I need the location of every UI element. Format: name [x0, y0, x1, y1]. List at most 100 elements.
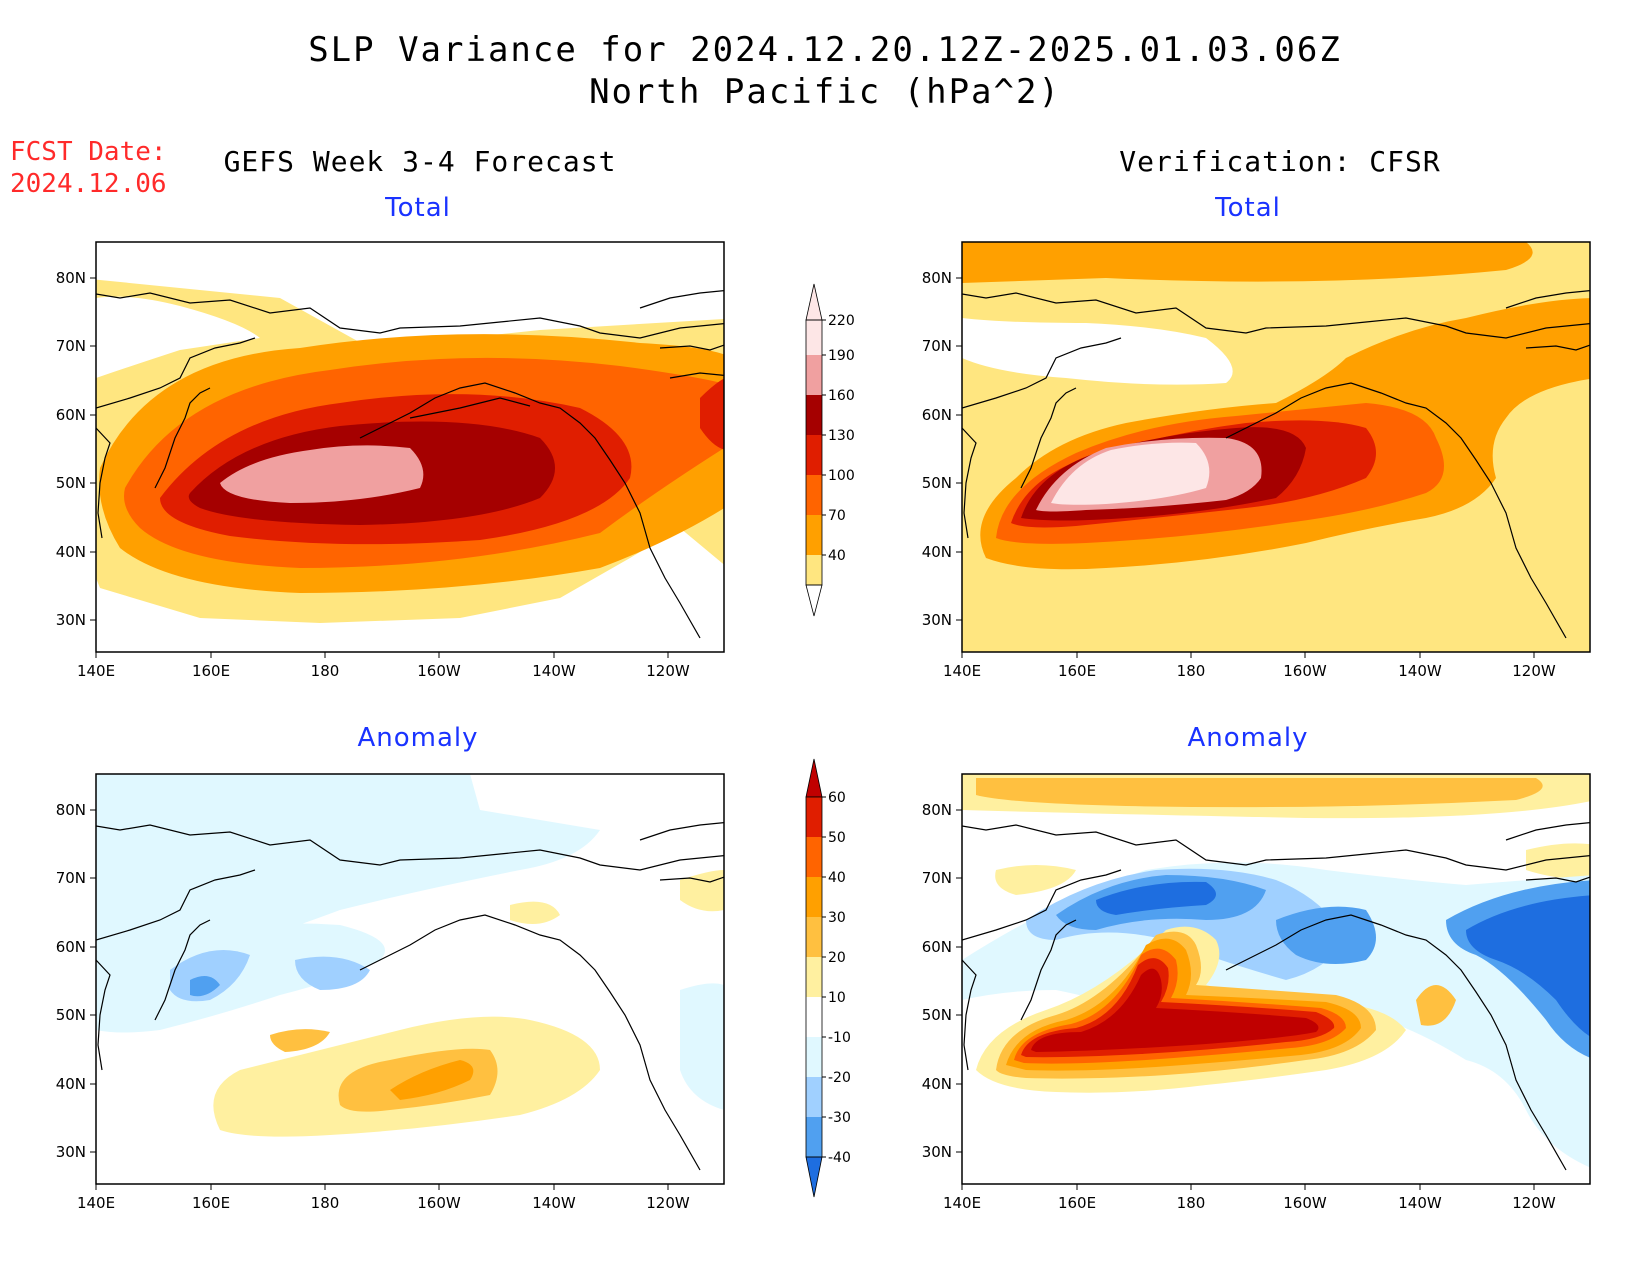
- lat-tick: 50N: [922, 474, 962, 492]
- svg-text:160W: 160W: [1283, 1194, 1327, 1212]
- svg-text:-30: -30: [828, 1110, 851, 1126]
- contour-neg10-north: [96, 774, 600, 970]
- svg-text:160E: 160E: [1058, 1194, 1096, 1212]
- contour-neg30: [190, 976, 220, 997]
- colorbar-tick: 50: [822, 830, 846, 846]
- lon-tick: 160E: [192, 1184, 230, 1212]
- svg-text:140W: 140W: [1398, 662, 1442, 680]
- svg-text:40N: 40N: [922, 543, 952, 561]
- main-title: SLP Variance for 2024.12.20.12Z-2025.01.…: [308, 30, 1342, 70]
- lat-axis: 80N 70N 60N 50N 40N 30N: [56, 801, 96, 1161]
- contour-130-east: [700, 378, 724, 450]
- white-area: [962, 318, 1233, 385]
- colorbar-bin: [806, 917, 822, 957]
- colorbar-bin: [806, 837, 822, 877]
- svg-text:70: 70: [828, 508, 846, 524]
- lat-tick: 40N: [56, 1075, 96, 1093]
- colorbar-bin: [806, 395, 822, 435]
- forecast-date-label: FCST Date:: [10, 137, 167, 167]
- contour-70-north: [962, 242, 1533, 283]
- svg-text:-40: -40: [828, 1150, 851, 1166]
- svg-text:50N: 50N: [922, 474, 952, 492]
- lat-tick: 60N: [56, 406, 96, 424]
- svg-text:220: 220: [828, 313, 855, 329]
- svg-text:180: 180: [1177, 662, 1206, 680]
- colorbar-bin: [806, 515, 822, 555]
- colorbar-tick: 100: [822, 468, 855, 484]
- lon-tick: 140W: [532, 1184, 576, 1212]
- lon-axis: 140E 160E 180 160W 140W 120W: [943, 1184, 1556, 1212]
- lon-tick: 160W: [417, 1184, 461, 1212]
- anomaly-colorbar-bins: [805, 758, 823, 1198]
- svg-text:160E: 160E: [192, 662, 230, 680]
- lat-tick: 50N: [922, 1006, 962, 1024]
- lon-tick: 140E: [943, 652, 981, 680]
- forecast-anomaly-title: Anomaly: [357, 723, 479, 753]
- svg-text:-10: -10: [828, 1030, 851, 1046]
- colorbar-tick: 220: [822, 313, 855, 329]
- contour-20-east: [1416, 985, 1456, 1026]
- lat-tick: 70N: [56, 869, 96, 887]
- svg-text:20: 20: [828, 950, 846, 966]
- verification-anomaly-title: Anomaly: [1187, 723, 1309, 753]
- contour-20-west: [270, 1029, 330, 1052]
- contour-10-east: [680, 870, 724, 912]
- svg-text:-20: -20: [828, 1070, 851, 1086]
- colorbar-tick: 60: [822, 790, 846, 806]
- svg-text:120W: 120W: [646, 662, 690, 680]
- lat-tick: 70N: [922, 337, 962, 355]
- contour-10-nw: [995, 865, 1076, 895]
- svg-text:130: 130: [828, 428, 855, 444]
- colorbar-tick: 40: [822, 870, 846, 886]
- colorbar-bin: [806, 1037, 822, 1077]
- lat-axis: 80N 70N 60N 50N 40N 30N: [56, 269, 96, 629]
- lon-tick: 140W: [1398, 1184, 1442, 1212]
- svg-text:60N: 60N: [56, 406, 86, 424]
- colorbar-bin: [806, 355, 822, 395]
- lat-tick: 50N: [56, 1006, 96, 1024]
- colorbar-tick: 10: [822, 990, 846, 1006]
- contour-neg40-far-east: [1466, 895, 1590, 1037]
- lat-tick: 80N: [922, 269, 962, 287]
- svg-text:180: 180: [1177, 1194, 1206, 1212]
- colorbar-bin: [806, 797, 822, 837]
- svg-text:160W: 160W: [417, 1194, 461, 1212]
- svg-text:120W: 120W: [1512, 662, 1556, 680]
- colorbar-top-arrow: [805, 283, 823, 321]
- svg-text:30N: 30N: [56, 611, 86, 629]
- lat-tick: 80N: [56, 801, 96, 819]
- lon-tick: 120W: [1512, 1184, 1556, 1212]
- svg-text:10: 10: [828, 990, 846, 1006]
- coastlines: [96, 821, 724, 1171]
- svg-text:30: 30: [828, 910, 846, 926]
- svg-text:140E: 140E: [77, 1194, 115, 1212]
- contour-190: [220, 445, 424, 503]
- total-colorbar: 40 70 100 130 160 190 220: [805, 283, 855, 617]
- colorbar-bin: [806, 957, 822, 997]
- lon-tick: 160W: [417, 652, 461, 680]
- svg-text:60: 60: [828, 790, 846, 806]
- svg-text:180: 180: [311, 1194, 340, 1212]
- svg-text:70N: 70N: [56, 869, 86, 887]
- svg-text:190: 190: [828, 348, 855, 364]
- contour-neg20-b: [295, 956, 370, 990]
- svg-text:120W: 120W: [646, 1194, 690, 1212]
- lon-tick: 140E: [943, 1184, 981, 1212]
- anomaly-colorbar: 60 50 40 30 20 10 -10 -20 -30 -40: [805, 758, 851, 1198]
- coastlines: [962, 289, 1590, 639]
- svg-text:100: 100: [828, 468, 855, 484]
- forecast-total-contours: [96, 242, 724, 652]
- lat-tick: 40N: [56, 543, 96, 561]
- lon-tick: 140E: [77, 1184, 115, 1212]
- lon-tick: 160E: [192, 652, 230, 680]
- verification-total-contours: [962, 242, 1590, 652]
- lat-tick: 80N: [922, 801, 962, 819]
- contour-neg30-east: [1276, 906, 1376, 964]
- svg-text:160E: 160E: [1058, 662, 1096, 680]
- colorbar-tick: -40: [822, 1150, 851, 1166]
- lon-tick: 160E: [1058, 652, 1096, 680]
- lat-tick: 70N: [56, 337, 96, 355]
- colorbar-tick: 190: [822, 348, 855, 364]
- lon-axis: 140E 160E 180 160W 140W 120W: [77, 652, 690, 680]
- contour-30: [390, 1060, 474, 1100]
